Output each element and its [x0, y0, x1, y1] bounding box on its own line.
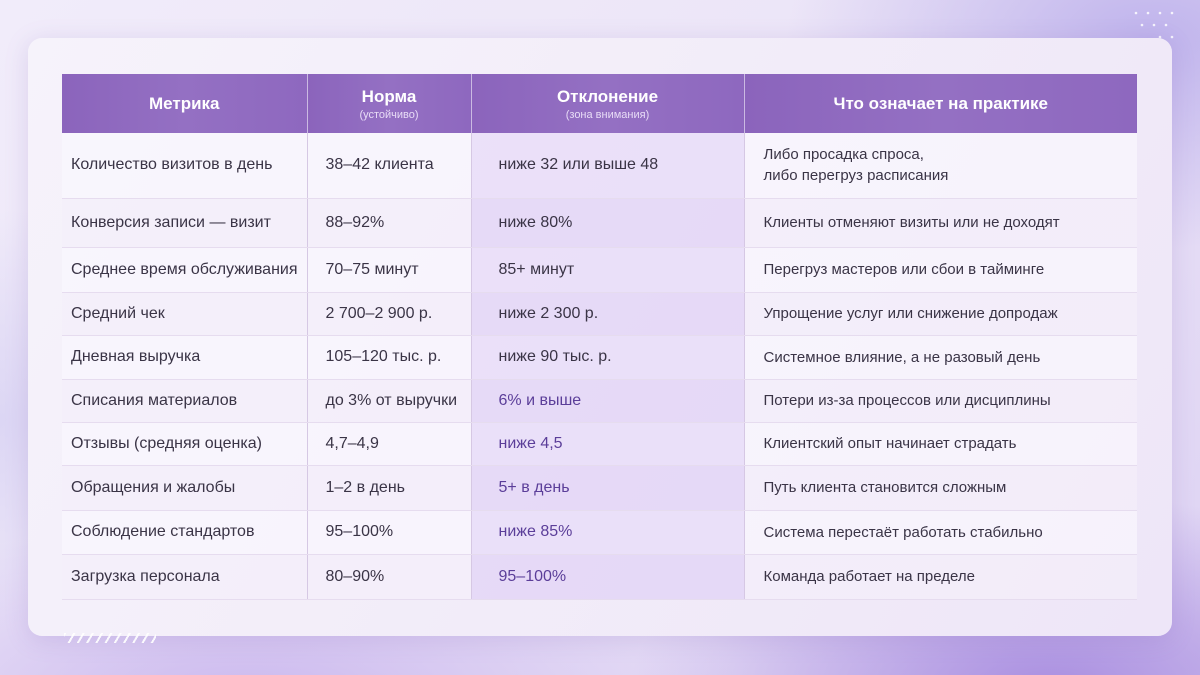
meaning-cell: Упрощение услуг или снижение допродаж [744, 292, 1137, 336]
header-metric: Метрика [62, 74, 308, 133]
deviation-cell: 5+ в день [471, 465, 745, 511]
deviation-cell: ниже 85% [471, 510, 745, 555]
deviation-cell: ниже 2 300 р. [471, 292, 745, 336]
metric-cell: Среднее время обслуживания [62, 247, 308, 293]
norm-cell: до 3% от выручки [307, 379, 472, 423]
metric-cell: Списания материалов [62, 379, 308, 423]
meaning-line: Система перестаёт работать стабильно [763, 523, 1043, 541]
header-meaning: Что означает на практике [744, 74, 1137, 133]
table-row: Средний чек 2 700–2 900 р. ниже 2 300 р. Уп… [62, 292, 1137, 336]
table-row: Дневная выручка 105–120 тыс. р. ниже 90 ты… [62, 335, 1137, 380]
deviation-cell: ниже 32 или выше 48 [471, 133, 745, 199]
meaning-cell: Клиентский опыт начинает страдать [744, 422, 1137, 466]
meaning-cell: Клиенты отменяют визиты или не доходят [744, 198, 1137, 248]
meaning-line: Клиентский опыт начинает страдать [763, 435, 1017, 452]
norm-cell: 2 700–2 900 р. [307, 292, 472, 336]
header-deviation: Отклонение (зона внимания) [471, 74, 745, 133]
table-header-row: Метрика Норма (устойчиво) Отклонение (зона… [62, 74, 1137, 133]
meaning-line: Либо просадка спроса, [763, 146, 924, 164]
table-row: Конверсия записи — визит 88–92% ниже 80% Кл… [62, 198, 1137, 248]
metric-cell: Конверсия записи — визит [62, 198, 308, 248]
meaning-cell: Либо просадка спроса, либо перегруз распи… [744, 133, 1137, 199]
deviation-cell: 6% и выше [471, 379, 745, 423]
table-row: Отзывы (средняя оценка) 4,7–4,9 ниже 4,5 Кл… [62, 422, 1137, 466]
header-subtitle: (зона внимания) [565, 108, 650, 121]
meaning-line: Путь клиента становится сложным [763, 479, 1007, 496]
decor-dots [1134, 11, 1174, 39]
table-row: Соблюдение стандартов 95–100% ниже 85% Сист… [62, 510, 1137, 555]
metric-cell: Средний чек [62, 292, 308, 336]
metric-cell: Количество визитов в день [62, 133, 308, 199]
norm-cell: 105–120 тыс. р. [307, 335, 472, 380]
norm-cell: 88–92% [307, 198, 472, 248]
deviation-cell: 95–100% [471, 554, 745, 600]
header-title: Отклонение [556, 86, 659, 106]
metric-cell: Дневная выручка [62, 335, 308, 380]
table-row: Обращения и жалобы 1–2 в день 5+ в день Пут… [62, 465, 1137, 511]
metrics-table: Метрика Норма (устойчиво) Отклонение (зона… [62, 74, 1137, 600]
meaning-line: Перегруз мастеров или сбои в тайминге [763, 261, 1045, 278]
metric-cell: Соблюдение стандартов [62, 510, 308, 555]
metric-cell: Обращения и жалобы [62, 465, 308, 511]
meaning-cell: Путь клиента становится сложным [744, 465, 1137, 511]
meaning-line: Клиенты отменяют визиты или не доходят [763, 214, 1060, 231]
meaning-line: либо перегруз расписания [763, 167, 949, 185]
table-row: Загрузка персонала 80–90% 95–100% Команда р… [62, 554, 1137, 600]
norm-cell: 38–42 клиента [307, 133, 472, 199]
norm-cell: 95–100% [307, 510, 472, 555]
meaning-cell: Перегруз мастеров или сбои в тайминге [744, 247, 1137, 293]
table-row: Количество визитов в день 38–42 клиента ни… [62, 133, 1137, 199]
header-title: Норма [361, 86, 417, 106]
table-row: Среднее время обслуживания 70–75 минут 85+… [62, 247, 1137, 293]
norm-cell: 70–75 минут [307, 247, 472, 293]
meaning-line: Потери из-за процессов или дисциплины [763, 392, 1051, 409]
meaning-cell: Система перестаёт работать стабильно [744, 510, 1137, 555]
meaning-cell: Команда работает на пределе [744, 554, 1137, 600]
header-norm: Норма (устойчиво) [307, 74, 472, 133]
meaning-cell: Потери из-за процессов или дисциплины [744, 379, 1137, 423]
table-row: Списания материалов до 3% от выручки 6% и … [62, 379, 1137, 423]
norm-cell: 80–90% [307, 554, 472, 600]
deviation-cell: ниже 80% [471, 198, 745, 248]
header-subtitle: (устойчиво) [359, 108, 419, 121]
metric-cell: Загрузка персонала [62, 554, 308, 600]
deviation-cell: ниже 90 тыс. р. [471, 335, 745, 380]
meaning-cell: Системное влияние, а не разовый день [744, 335, 1137, 380]
norm-cell: 1–2 в день [307, 465, 472, 511]
meaning-line: Системное влияние, а не разовый день [763, 348, 1041, 366]
header-title: Что означает на практике [833, 93, 1048, 113]
deviation-cell: ниже 4,5 [471, 422, 745, 466]
metric-cell: Отзывы (средняя оценка) [62, 422, 308, 466]
meaning-line: Команда работает на пределе [763, 568, 975, 585]
norm-cell: 4,7–4,9 [307, 422, 472, 466]
deviation-cell: 85+ минут [471, 247, 745, 293]
decor-hatch [64, 633, 156, 643]
header-title: Метрика [148, 93, 220, 113]
meaning-line: Упрощение услуг или снижение допродаж [763, 305, 1058, 322]
